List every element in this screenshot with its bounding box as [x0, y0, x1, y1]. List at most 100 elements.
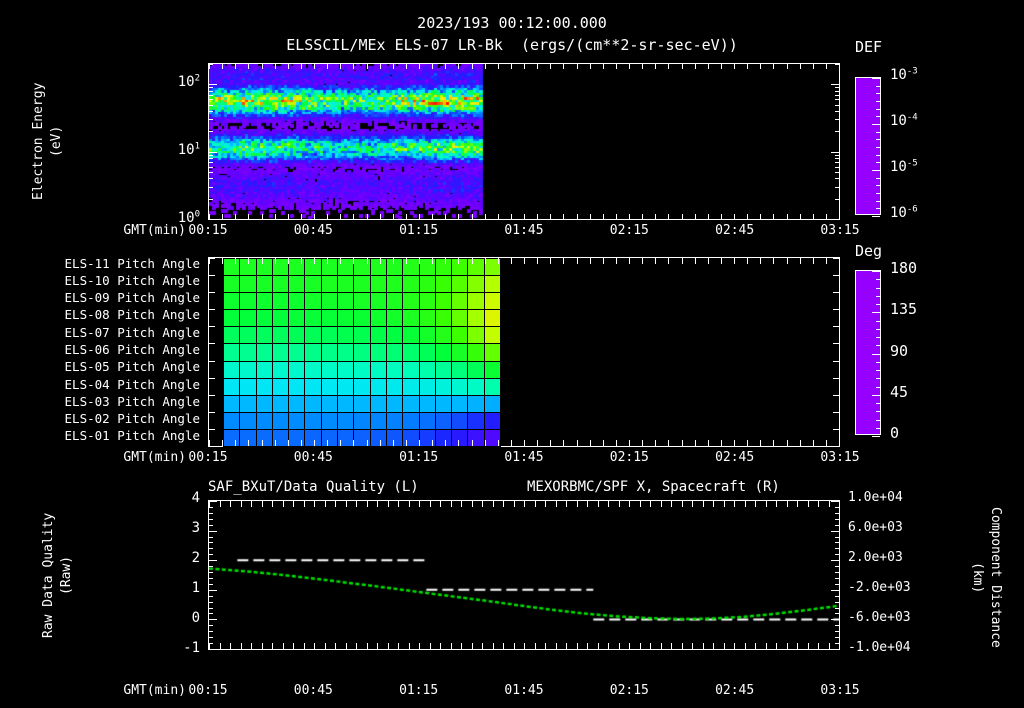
tick-mark: [876, 378, 880, 380]
tick-mark: [222, 64, 224, 69]
tick-mark: [668, 64, 670, 69]
tick-mark: [209, 560, 217, 562]
pitch-angle-cell: [385, 360, 404, 379]
pitch-angle-cell: [239, 275, 257, 294]
time-tick-label: 00:45: [293, 223, 333, 238]
tick-mark: [537, 440, 539, 446]
pitch-angle-cell: [353, 258, 371, 277]
tick-mark: [497, 258, 499, 264]
pitch-angle-cell: [223, 360, 241, 379]
tick-mark: [707, 214, 709, 219]
tick-mark: [835, 154, 839, 156]
pitch-angle-cell: [288, 394, 306, 413]
tick-mark: [807, 501, 809, 507]
time-tick-label: 01:15: [399, 450, 439, 465]
pitch-angle-cell: [223, 258, 241, 277]
pitch-angle-cell: [483, 326, 501, 345]
tick-mark: [209, 64, 213, 65]
tick-mark: [876, 185, 880, 187]
tick-mark: [835, 637, 839, 639]
pitch-angle-cell: [337, 309, 355, 328]
time-tick-label: 00:45: [293, 450, 333, 465]
tick-mark: [589, 440, 591, 446]
pitch-angle-cell: [353, 411, 371, 430]
panel-data-quality-plot-area[interactable]: [208, 500, 840, 650]
tick-mark: [835, 572, 839, 574]
tick-mark: [720, 214, 722, 219]
pitch-angle-cell: [418, 377, 436, 396]
tick-mark: [324, 643, 326, 649]
tick-mark: [209, 631, 213, 633]
tick-mark: [314, 501, 315, 507]
tick-mark: [235, 214, 237, 219]
tick-mark: [639, 643, 641, 649]
tick-mark: [392, 64, 394, 69]
pitch-angle-cell: [239, 411, 257, 430]
tick-mark: [831, 501, 839, 502]
time-tick-label: 00:45: [293, 683, 333, 698]
tick-mark: [209, 64, 210, 69]
tick-mark: [563, 258, 565, 264]
tick-mark: [366, 258, 368, 264]
pitch-angle-cell: [353, 394, 371, 413]
panel-pitch-angle-plot-area[interactable]: [208, 257, 840, 447]
pitch-angle-cell: [369, 411, 387, 430]
tick-mark: [839, 501, 840, 507]
tick-mark: [833, 343, 839, 345]
tick-mark: [209, 601, 213, 603]
pitch-angle-cell: [418, 394, 436, 413]
tick-mark: [629, 643, 630, 649]
pitch-angle-cell: [434, 326, 453, 345]
pitch-angle-cell: [434, 343, 453, 362]
pitch-angle-cell: [337, 292, 355, 311]
tick-mark: [209, 625, 213, 627]
tick-mark: [471, 643, 473, 649]
pitch-angle-cell: [337, 377, 355, 396]
tick-mark: [872, 124, 880, 125]
tick-mark: [587, 643, 588, 649]
tick-mark: [597, 643, 599, 649]
time-tick-label: 02:15: [609, 223, 649, 238]
tick-mark: [261, 64, 263, 69]
panel-electron-energy-plot-area[interactable]: [208, 63, 840, 220]
deg-colorbar-tick-label: 0: [890, 424, 900, 442]
pitch-angle-cell: [483, 275, 501, 294]
pitch-angle-cell: [288, 377, 306, 396]
def-colorbar[interactable]: [855, 77, 881, 217]
tick-mark: [419, 501, 420, 507]
time-tick-label: 01:15: [399, 683, 439, 698]
pitch-angle-cell: [320, 326, 339, 345]
tick-mark: [550, 64, 552, 69]
pitch-angle-cell: [223, 377, 241, 396]
tick-mark: [471, 214, 473, 219]
tick-mark: [209, 158, 213, 160]
tick-mark: [876, 345, 880, 347]
tick-mark: [760, 64, 762, 69]
tick-mark: [747, 214, 749, 219]
tick-mark: [537, 258, 539, 264]
tick-mark: [300, 440, 302, 446]
deg-colorbar[interactable]: [855, 270, 881, 437]
pitch-angle-cell: [385, 394, 404, 413]
tick-mark: [340, 64, 342, 69]
tick-mark: [773, 258, 775, 264]
tick-mark: [209, 643, 213, 645]
tick-mark: [747, 64, 749, 69]
tick-mark: [450, 501, 452, 507]
tick-mark: [377, 643, 378, 649]
tick-mark: [655, 214, 657, 219]
pitch-angle-cell: [304, 275, 322, 294]
tick-mark: [629, 501, 630, 507]
tick-mark: [353, 214, 355, 219]
tick-mark: [209, 258, 215, 259]
pitch-angle-cell: [320, 428, 339, 447]
tick-mark: [405, 440, 407, 446]
tick-mark: [786, 501, 788, 507]
pitch-angle-cell: [434, 428, 453, 447]
tick-mark: [835, 99, 839, 101]
tick-mark: [458, 64, 460, 69]
tick-mark: [872, 436, 880, 437]
pitch-angle-cell: [418, 343, 436, 362]
tick-mark: [209, 178, 213, 180]
pitch-angle-cell: [353, 326, 371, 345]
